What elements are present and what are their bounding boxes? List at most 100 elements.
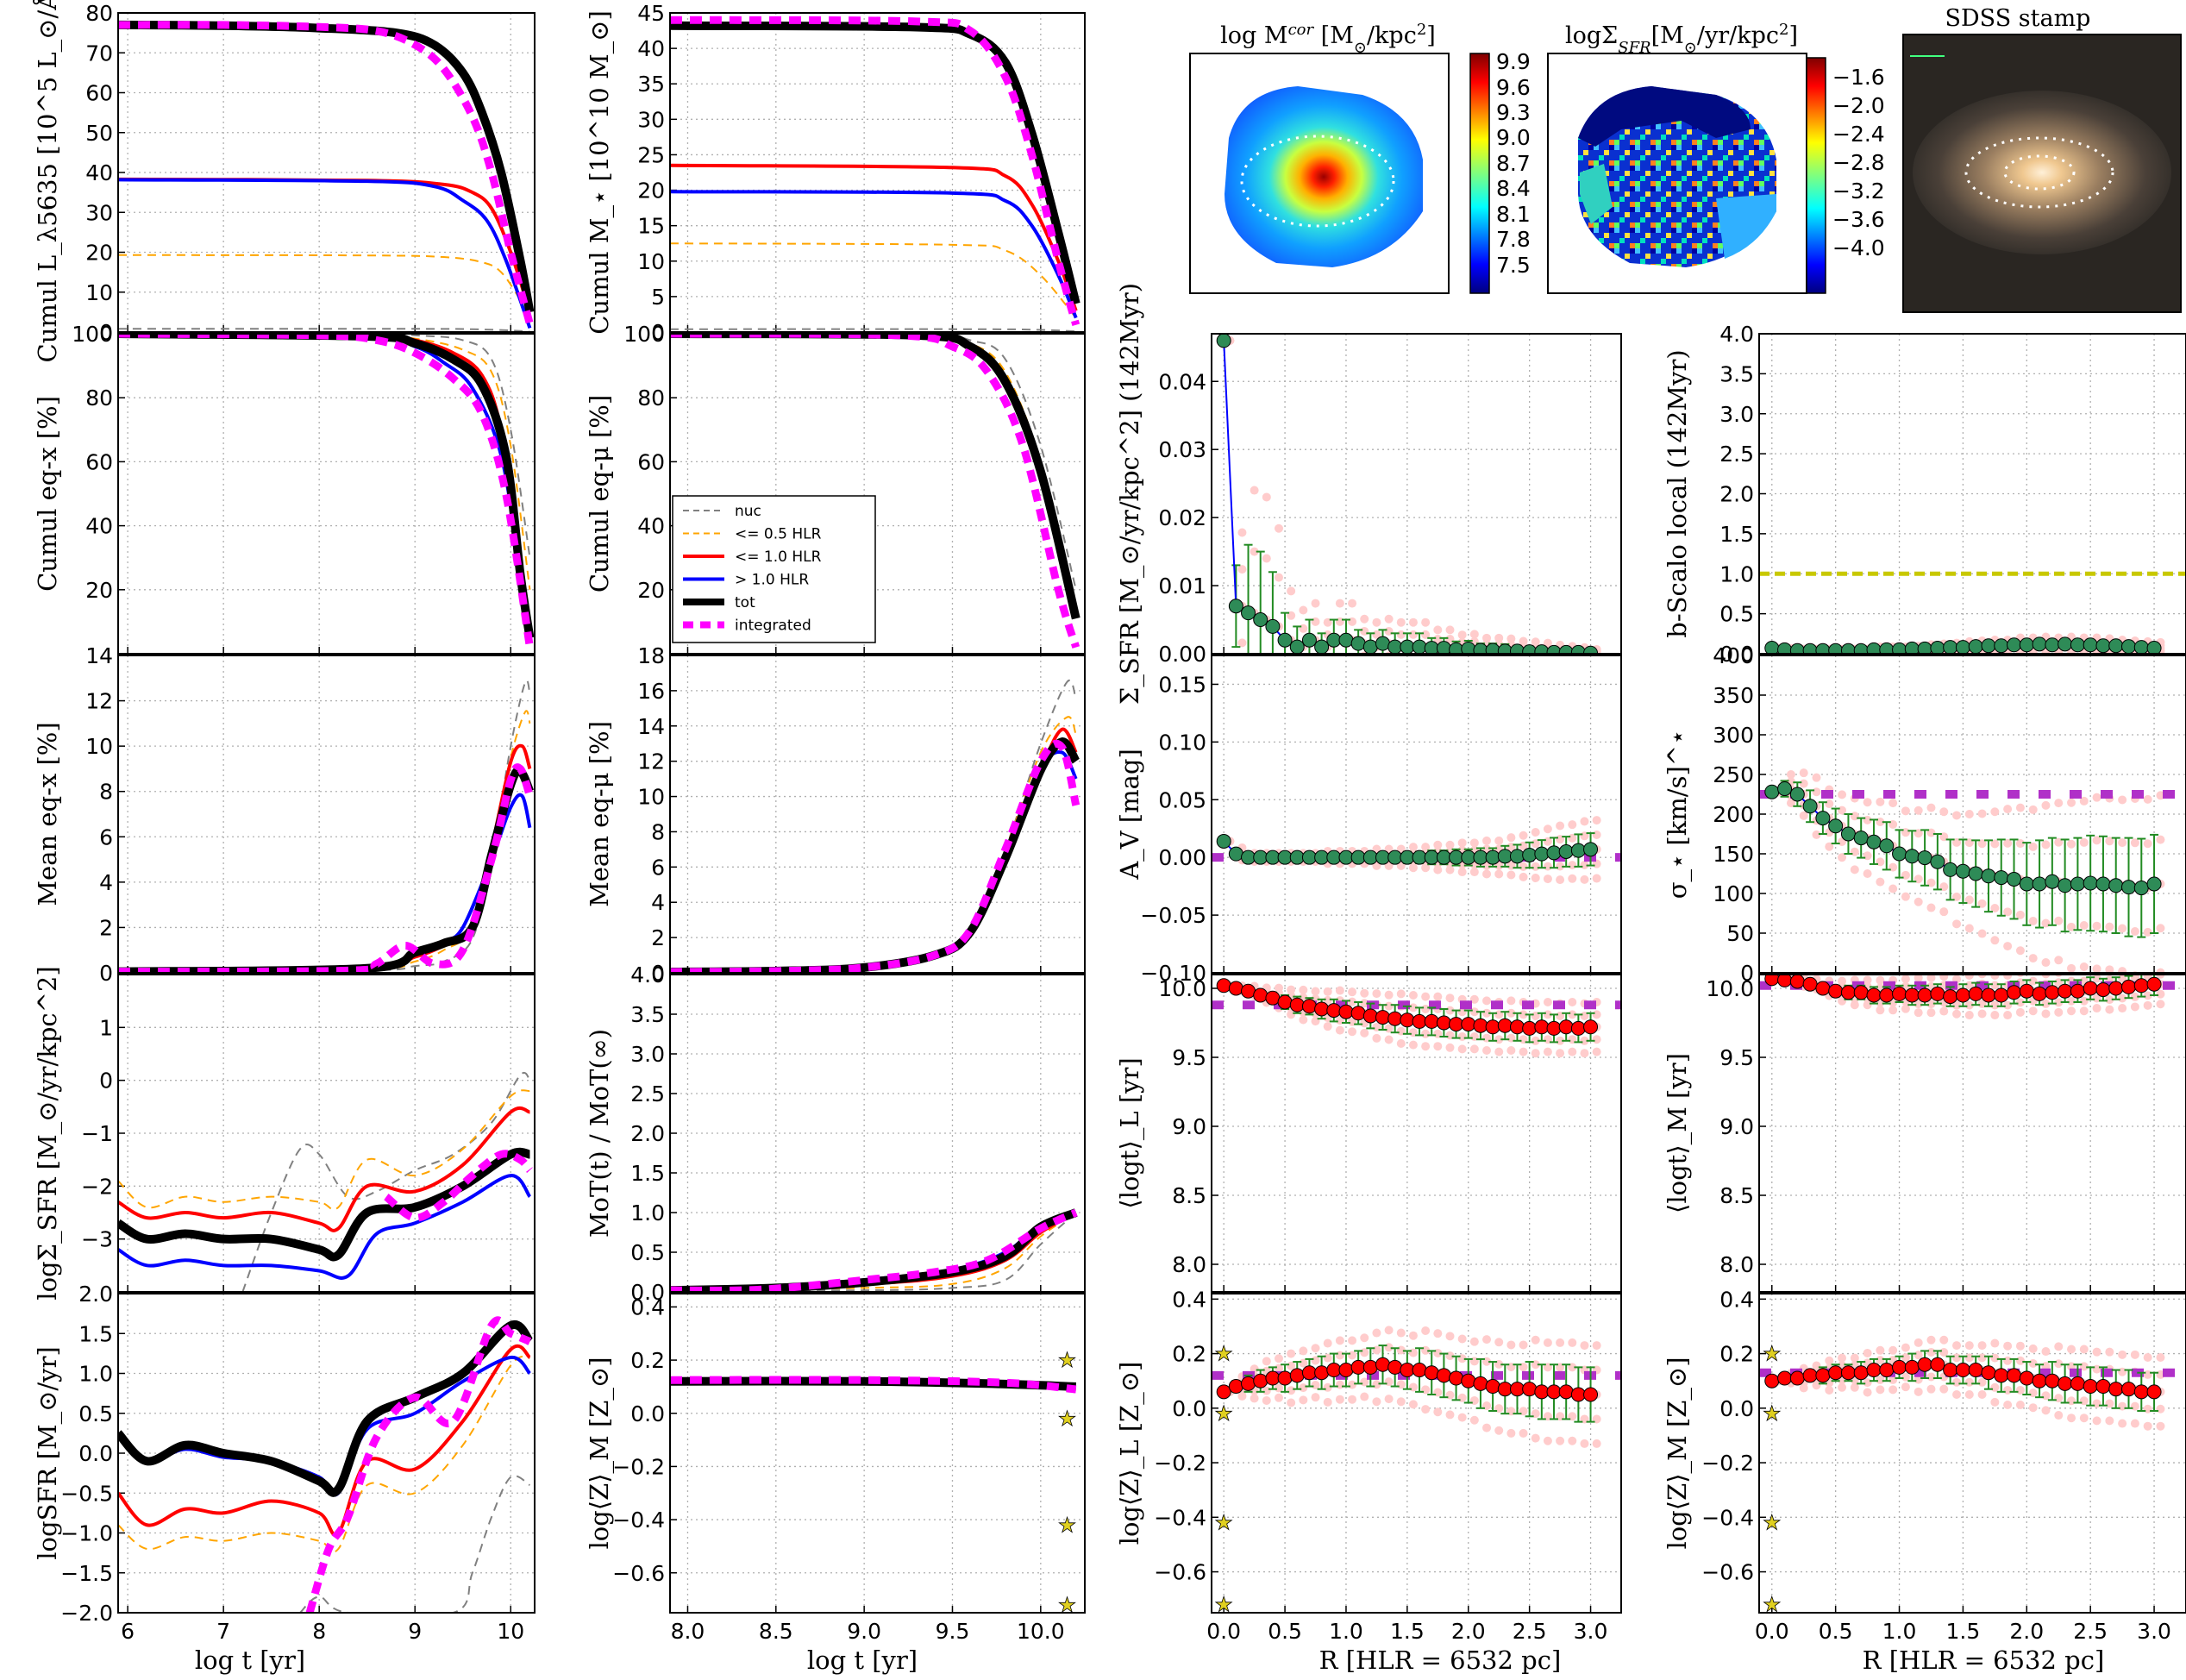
- spaxel-point: [2054, 799, 2064, 808]
- series-line-integrated: [670, 334, 1080, 649]
- profile-point: [1485, 1019, 1500, 1035]
- spaxel-point: [1335, 986, 1344, 995]
- panel-p_meanmu: 0 2 4 6 8 10 12 14 16 18 Mean eq-μ [%]: [585, 643, 1086, 986]
- profile-point: [1436, 849, 1451, 865]
- y-tick-label: 35: [637, 72, 665, 97]
- spaxel-point: [1433, 1407, 1443, 1417]
- spaxel-point: [1433, 865, 1443, 874]
- spaxel-point: [1311, 987, 1320, 996]
- xlabel-R-col4: R [HLR = 6532 pc]: [1863, 1646, 2105, 1675]
- spaxel-point: [1863, 1388, 1872, 1397]
- profile-point: [1449, 1017, 1464, 1032]
- spaxel-point: [1311, 617, 1320, 626]
- spaxel-point: [1348, 1380, 1357, 1389]
- spaxel-point: [1445, 625, 1455, 635]
- profile-point: [2019, 983, 2034, 999]
- profile-point: [1412, 849, 1427, 865]
- profile-point: [1449, 1370, 1464, 1386]
- profile-point: [1241, 1376, 1256, 1391]
- spaxel-point: [1323, 1353, 1332, 1363]
- spaxel-point: [1901, 1004, 1910, 1013]
- spaxel-point: [1457, 630, 1467, 640]
- spaxel-point: [1408, 617, 1418, 627]
- y-tick-label: 4.0: [1719, 322, 1754, 347]
- star-marker: ★: [1763, 1593, 1782, 1617]
- spaxel-point: [1506, 833, 1516, 843]
- spaxel-point: [2130, 1350, 2139, 1359]
- spaxel-point: [1568, 1338, 1577, 1347]
- spaxel-point: [1360, 988, 1369, 998]
- spaxel-point: [1421, 1326, 1431, 1336]
- spaxel-point: [1592, 1010, 1601, 1019]
- spaxel-point: [1323, 1022, 1332, 1031]
- profile-point: [1534, 1384, 1550, 1400]
- spaxel-point: [1580, 1341, 1589, 1351]
- y-tick-label: 0.4: [630, 1294, 665, 1320]
- spaxel-point: [1348, 1395, 1357, 1404]
- profile-point: [1375, 1010, 1391, 1025]
- profile-point: [1866, 987, 1882, 1003]
- profile-point: [1473, 1018, 1488, 1033]
- y-tick-label: 3.0: [1719, 402, 1754, 427]
- spaxel-point: [2092, 1004, 2101, 1013]
- spaxel-point: [1863, 1378, 1872, 1388]
- spaxel-point: [1457, 1413, 1467, 1422]
- profile-point: [1253, 1373, 1268, 1389]
- spaxel-point: [1335, 599, 1344, 608]
- profile-point: [2083, 1379, 2098, 1395]
- map1-cbar-tick: 8.7: [1496, 151, 1531, 176]
- spaxel-point: [1977, 1353, 1987, 1363]
- y-tick-label: 9.0: [1719, 1114, 1754, 1139]
- spaxel-point: [1838, 976, 1847, 986]
- x-tick-label: 2.5: [2073, 1619, 2108, 1644]
- plot-area: ★ ★ ★ ★: [670, 1348, 1077, 1613]
- spaxel-point: [2015, 839, 2025, 849]
- spaxel-point: [1888, 1385, 1898, 1395]
- x-tick-label: 1.5: [1390, 1619, 1425, 1644]
- y-tick-label: −0.4: [1701, 1505, 1754, 1530]
- series-line-integrated: [670, 16, 1080, 326]
- spaxel-point: [1888, 799, 1898, 808]
- series-line-nuc: [670, 328, 1076, 332]
- y-tick-label: 150: [1713, 842, 1754, 867]
- y-tick-label: 20: [85, 241, 113, 266]
- y-tick-label: 0: [651, 320, 665, 345]
- spaxel-point: [2156, 1421, 2165, 1431]
- profile-point: [1892, 986, 1907, 1001]
- profile-point: [2032, 876, 2047, 892]
- spaxel-point: [2079, 920, 2089, 930]
- map2-image-patch: [1580, 164, 1613, 224]
- axes-background: [1212, 334, 1621, 654]
- spaxel-point: [2092, 1347, 2101, 1357]
- panel-p_sfr: 6 7 8 9 10 −2.0 −1.5 −1.0 −0.5 0.0 0.5 1.0 1.5 2.0 log…: [33, 1282, 536, 1644]
- spaxel-point: [1964, 975, 1974, 980]
- profile-point: [1350, 849, 1366, 865]
- profile-point: [1930, 1357, 1945, 1372]
- xlabel-logt-col1: log t [yr]: [195, 1646, 305, 1675]
- y-tick-label: 8.5: [1719, 1183, 1754, 1208]
- spaxel-point: [1876, 1356, 1885, 1365]
- y-axis-label: log⟨Z⟩_L [Z_⊙]: [1115, 1362, 1145, 1545]
- y-tick-label: 0.2: [630, 1348, 665, 1373]
- profile-point: [1558, 1384, 1574, 1400]
- profile-point: [1840, 826, 1856, 842]
- spaxel-point: [1939, 975, 1949, 981]
- axes-frame: [117, 1293, 536, 1614]
- spaxel-point: [1323, 995, 1332, 1005]
- profile-point: [1968, 866, 1983, 881]
- profile-point: [1228, 599, 1243, 614]
- spaxel-point: [1914, 1351, 1923, 1360]
- y-tick-label: 0.2: [1172, 1342, 1206, 1367]
- map2-cbar-tick: −2.8: [1832, 150, 1885, 175]
- spaxel-point: [1568, 1436, 1577, 1445]
- x-tick-label: 1.0: [1882, 1619, 1917, 1644]
- y-tick-label: 3.5: [1719, 361, 1754, 386]
- spaxel-point: [2143, 991, 2152, 1000]
- profile-point: [1802, 799, 1818, 814]
- spaxel-point: [1299, 1346, 1308, 1356]
- spaxel-point: [1914, 1008, 1923, 1018]
- y-tick-label: 0.0: [630, 1401, 665, 1426]
- spaxel-point: [2079, 1414, 2089, 1423]
- y-tick-label: 1.0: [78, 1362, 113, 1387]
